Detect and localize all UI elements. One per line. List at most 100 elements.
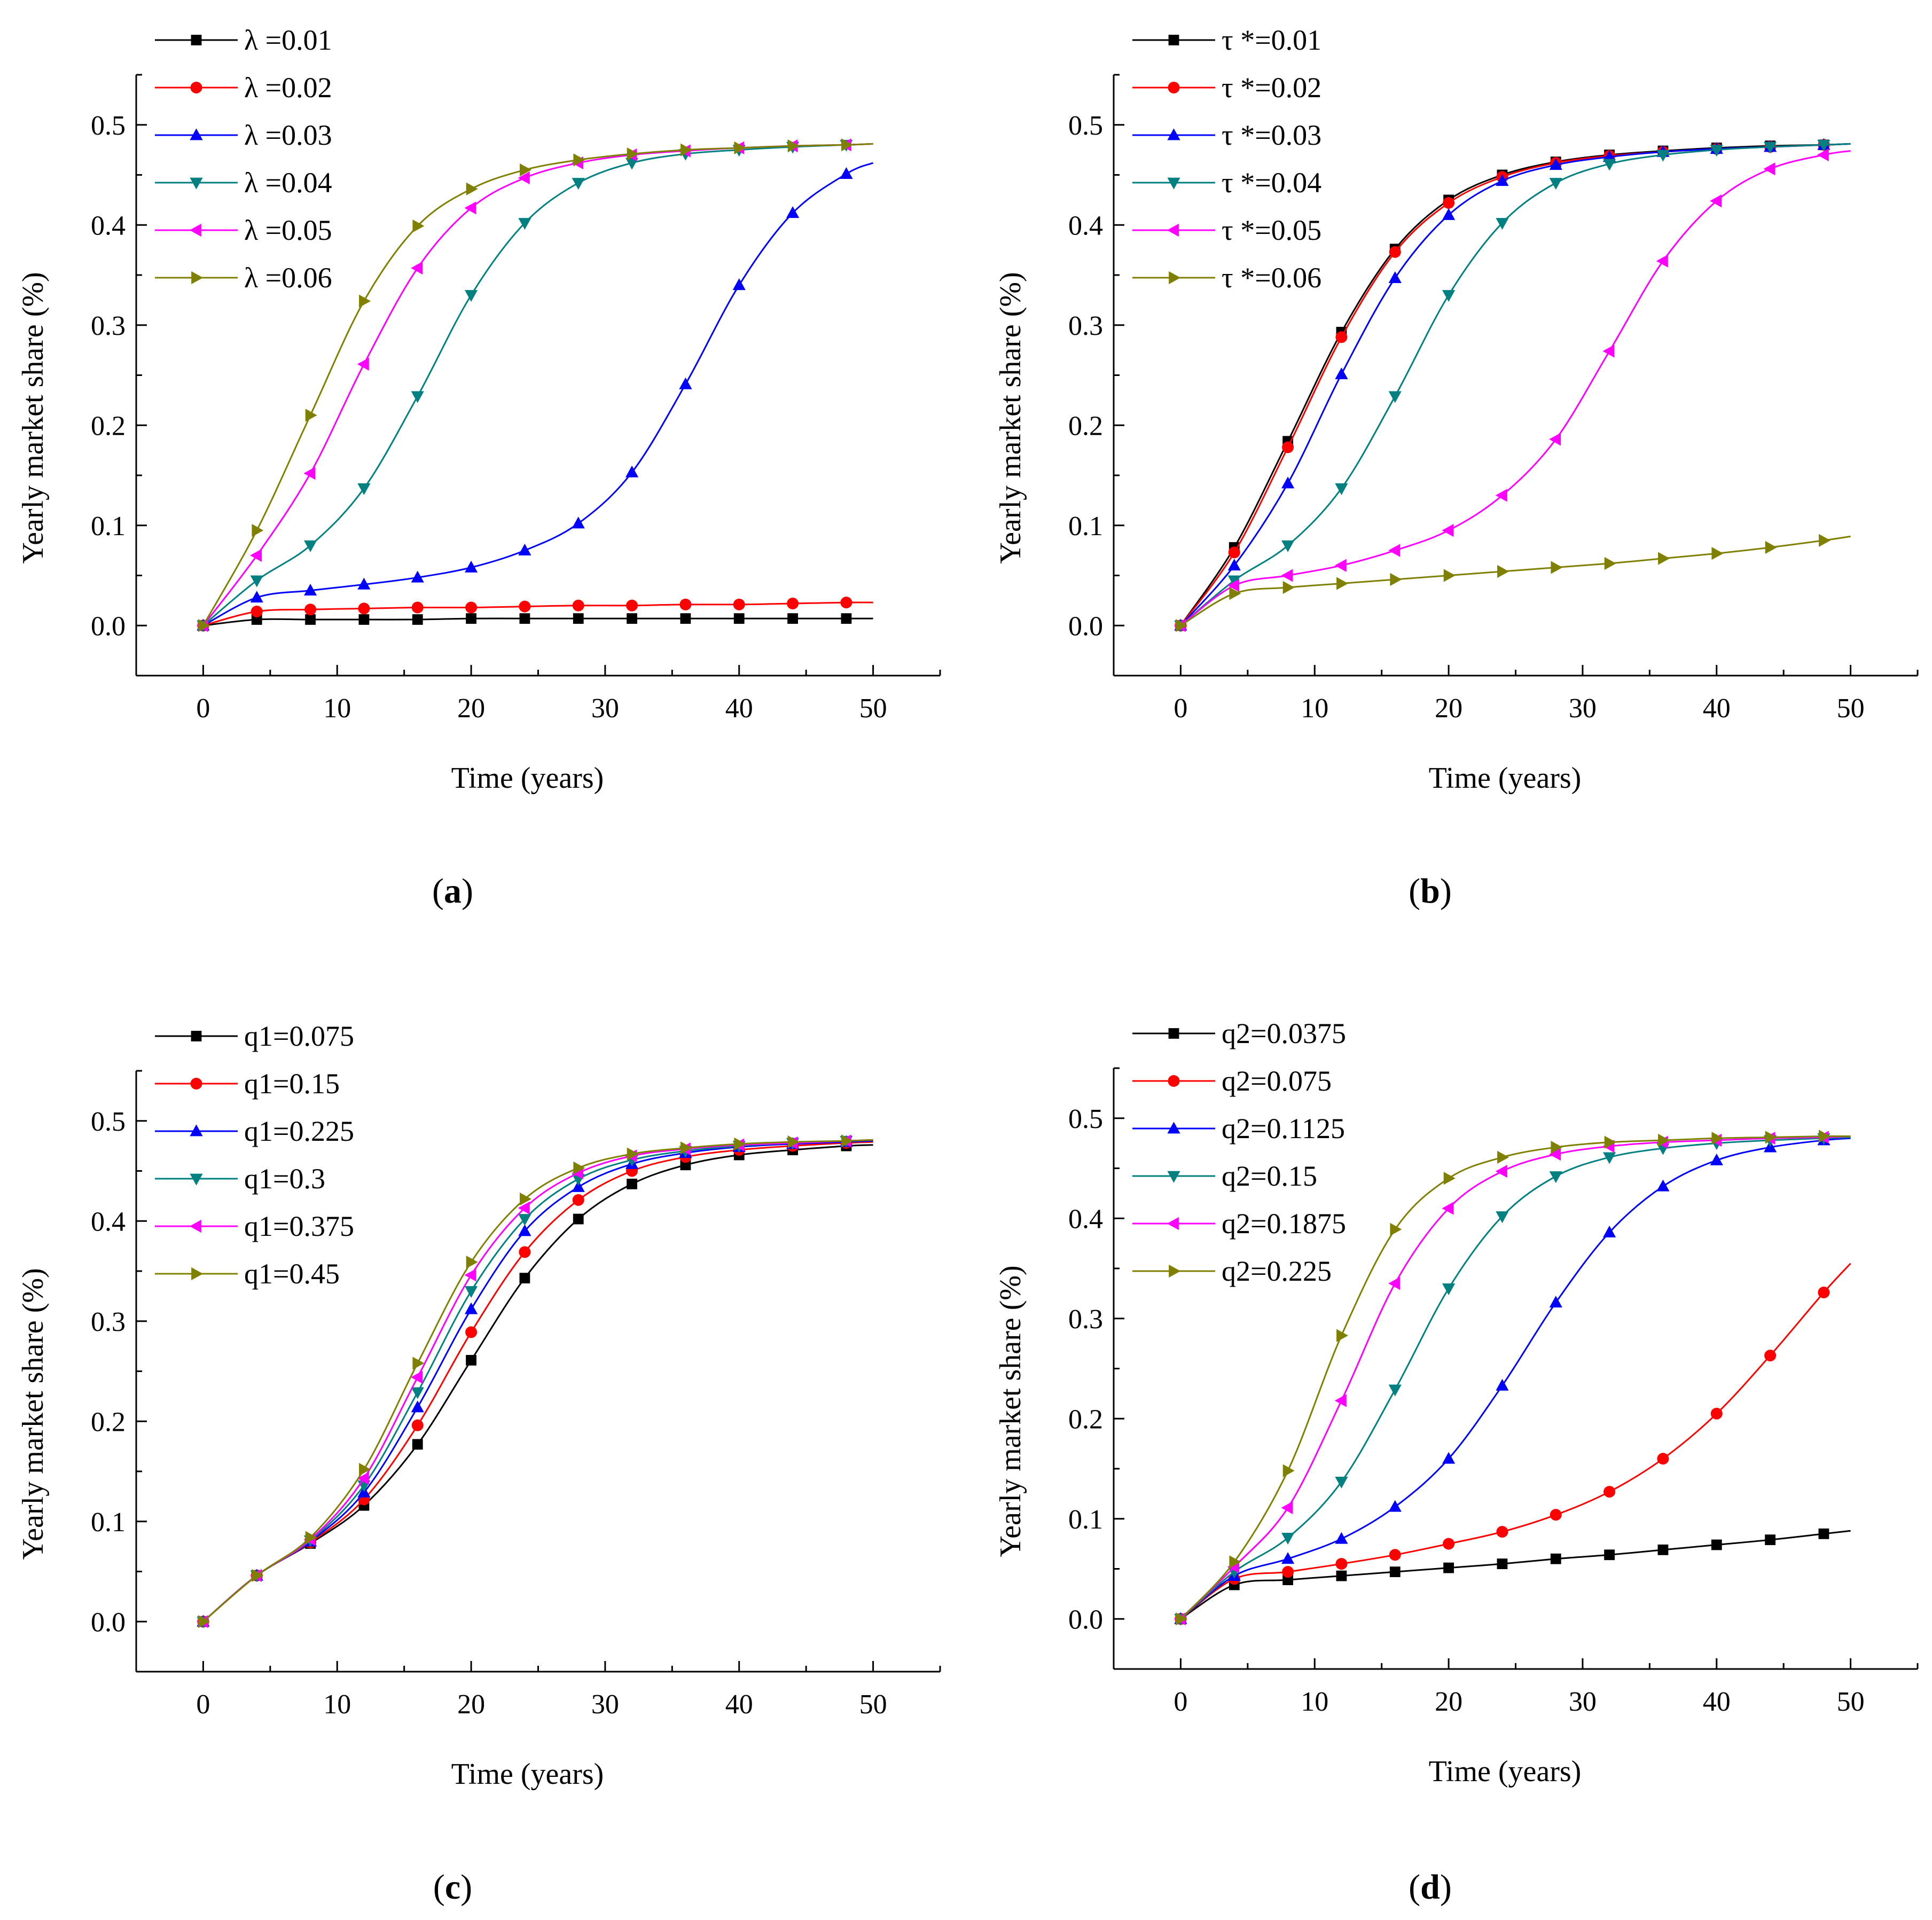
data-point xyxy=(1495,1165,1507,1178)
y-tick-label: 0.0 xyxy=(91,611,126,641)
data-point xyxy=(1335,367,1348,379)
data-point xyxy=(411,391,424,403)
legend-label: λ =0.03 xyxy=(244,119,332,151)
data-point xyxy=(1656,150,1670,162)
data-point xyxy=(1443,1538,1455,1550)
data-point xyxy=(1549,178,1562,190)
data-point xyxy=(787,1135,800,1149)
data-point xyxy=(1550,1509,1562,1521)
data-point xyxy=(1389,1566,1401,1578)
y-tick-label: 0.3 xyxy=(1068,311,1103,341)
data-point xyxy=(680,1141,693,1155)
data-point xyxy=(518,171,530,185)
y-tick-label: 0.3 xyxy=(91,311,126,341)
legend-marker xyxy=(189,1219,201,1233)
data-point xyxy=(519,613,530,624)
series-line xyxy=(1180,143,1851,626)
data-point xyxy=(1604,557,1616,570)
panel-label: (c) xyxy=(433,1868,472,1907)
x-tick-label: 50 xyxy=(859,1689,887,1720)
data-point xyxy=(411,261,423,275)
data-point xyxy=(1818,1287,1830,1298)
data-point xyxy=(572,1194,584,1206)
x-tick-label: 30 xyxy=(591,693,619,724)
data-point xyxy=(518,218,531,230)
legend-marker xyxy=(1168,1028,1179,1039)
x-tick-label: 10 xyxy=(323,693,351,724)
data-point xyxy=(465,601,478,614)
data-point xyxy=(1282,581,1295,594)
data-point xyxy=(250,548,262,562)
y-tick-label: 0.2 xyxy=(1068,411,1103,441)
legend-marker xyxy=(190,82,202,93)
data-point xyxy=(1496,1526,1508,1538)
data-point xyxy=(1819,1130,1831,1143)
data-point xyxy=(1711,1539,1722,1550)
legend-label: q1=0.075 xyxy=(244,1020,354,1052)
x-tick-label: 20 xyxy=(1435,693,1462,724)
data-point xyxy=(573,1161,585,1174)
legend-entry: λ =0.05 xyxy=(155,214,332,246)
data-point xyxy=(1549,1148,1561,1161)
x-tick-label: 50 xyxy=(1837,693,1865,724)
data-point xyxy=(250,591,263,603)
data-point xyxy=(303,583,317,595)
y-axis-label: Yearly market share (%) xyxy=(17,1268,50,1559)
data-point xyxy=(1817,148,1829,162)
data-point xyxy=(573,613,584,624)
data-point xyxy=(1819,534,1831,547)
legend-entry: τ *=0.01 xyxy=(1132,24,1321,56)
x-axis-label: Time (years) xyxy=(1429,1755,1582,1788)
data-point xyxy=(1281,1501,1293,1515)
legend-label: τ *=0.03 xyxy=(1222,119,1321,151)
x-tick-label: 30 xyxy=(1569,1687,1597,1717)
legend-entry: λ =0.01 xyxy=(155,24,332,56)
data-point xyxy=(1497,1150,1509,1164)
y-tick-label: 0.5 xyxy=(91,1107,126,1137)
data-point xyxy=(627,147,639,161)
legend-entry: λ =0.03 xyxy=(155,119,332,151)
data-point xyxy=(1602,159,1616,171)
x-tick-label: 10 xyxy=(1301,693,1328,724)
data-point xyxy=(1496,1378,1509,1391)
data-point xyxy=(1442,290,1456,302)
data-point xyxy=(1658,552,1670,565)
legend-label: q2=0.075 xyxy=(1222,1065,1332,1097)
data-point xyxy=(1765,1534,1775,1546)
panel-label: (d) xyxy=(1409,1868,1452,1907)
legend-marker xyxy=(1168,1075,1180,1087)
x-tick-label: 40 xyxy=(1703,693,1731,724)
legend-marker xyxy=(1168,35,1179,45)
legend-entry: q2=0.075 xyxy=(1132,1065,1332,1097)
y-tick-label: 0.0 xyxy=(1068,611,1103,641)
x-tick-label: 10 xyxy=(323,1689,351,1720)
x-tick-label: 0 xyxy=(1174,693,1187,724)
data-point xyxy=(1281,1552,1295,1564)
data-point xyxy=(466,182,478,195)
data-point xyxy=(1229,587,1241,600)
data-point xyxy=(1388,1277,1401,1290)
data-point xyxy=(252,1569,264,1582)
data-point xyxy=(841,613,852,624)
data-point xyxy=(1334,1394,1347,1407)
legend-entry: q2=0.0375 xyxy=(1132,1017,1346,1049)
series-6 xyxy=(198,1134,873,1628)
data-point xyxy=(250,575,263,587)
data-point xyxy=(840,597,852,609)
data-point xyxy=(357,1472,369,1485)
legend-entry: λ =0.04 xyxy=(155,167,332,199)
legend-marker xyxy=(1167,223,1179,237)
data-point xyxy=(252,524,264,537)
data-point xyxy=(572,1180,585,1192)
data-point xyxy=(573,1213,584,1225)
legend-entry: τ *=0.06 xyxy=(1132,262,1321,294)
data-point xyxy=(357,357,369,371)
data-point xyxy=(1335,1477,1348,1489)
data-point xyxy=(1604,1135,1616,1149)
data-point xyxy=(627,1178,637,1189)
x-tick-label: 10 xyxy=(1301,1687,1328,1717)
legend-entry: q1=0.15 xyxy=(155,1068,340,1100)
data-point xyxy=(786,206,800,218)
legend-entry: q2=0.15 xyxy=(1132,1160,1317,1192)
data-point xyxy=(1549,1296,1562,1308)
